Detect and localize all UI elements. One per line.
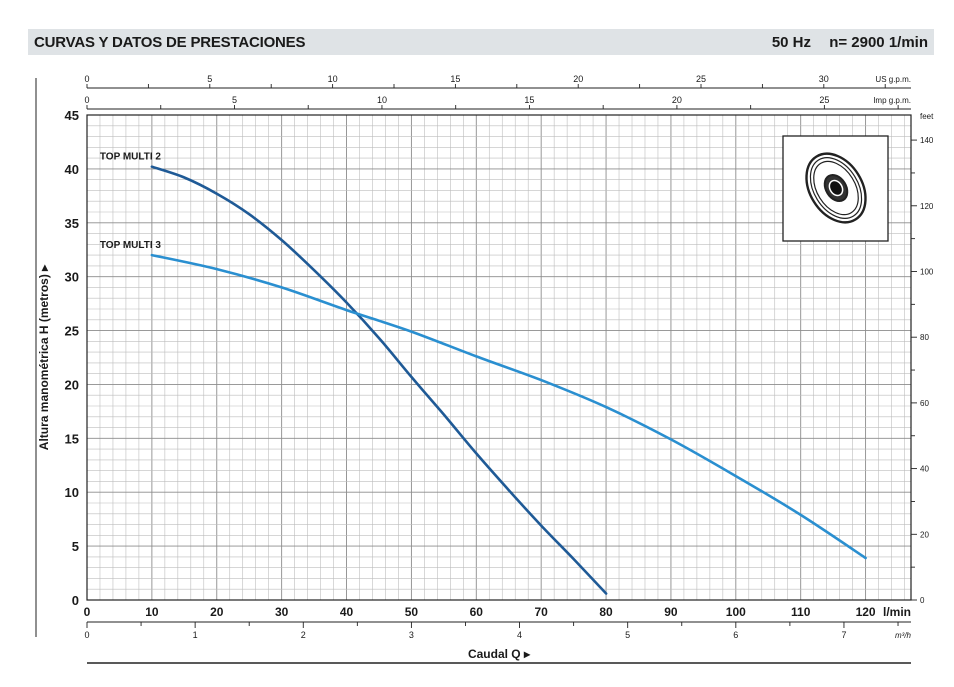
impeller-ring	[805, 152, 867, 224]
plot-frame	[86, 114, 912, 601]
imp-gpm-tick-label: 5	[232, 95, 237, 105]
feet-tick-label: 140	[920, 136, 934, 145]
series-line-1	[150, 165, 608, 595]
impeller-ring	[813, 160, 859, 216]
m3h-tick-label: 7	[841, 630, 846, 640]
operating-conditions: 50 Hz n= 2900 1/min	[758, 34, 928, 51]
pump-impeller-illustration	[805, 152, 867, 224]
impeller-ring	[809, 157, 863, 219]
feet-tick-label: 20	[920, 530, 929, 539]
us-gpm-tick-label: 15	[450, 74, 460, 84]
x-tick-label: 40	[340, 605, 354, 619]
y-tick-label: 40	[65, 162, 79, 177]
m3h-tick-label: 0	[84, 630, 89, 640]
series-label-1: TOP MULTI 2	[100, 152, 162, 163]
x-tick-label: 10	[145, 605, 159, 619]
series-label-2: TOP MULTI 3	[100, 240, 162, 251]
us-gpm-tick-label: 20	[573, 74, 583, 84]
x-tick-label: 0	[84, 605, 91, 619]
us-gpm-unit-label: US g.p.m.	[875, 75, 911, 84]
feet-tick-label: 100	[920, 267, 934, 276]
feet-tick-label: 60	[920, 399, 929, 408]
x-unit-label: l/min	[883, 605, 911, 619]
m3h-tick-label: 6	[733, 630, 738, 640]
x-tick-label: 80	[599, 605, 613, 619]
imp-gpm-unit-label: Imp g.p.m.	[873, 96, 911, 105]
us-gpm-tick-label: 5	[207, 74, 212, 84]
m3h-tick-label: 1	[193, 630, 198, 640]
x-tick-label: 20	[210, 605, 224, 619]
y-tick-label: 45	[65, 108, 79, 123]
m3h-tick-label: 3	[409, 630, 414, 640]
feet-tick-label: 120	[920, 202, 934, 211]
us-gpm-tick-label: 30	[819, 74, 829, 84]
us-gpm-tick-label: 10	[328, 74, 338, 84]
imp-gpm-tick-label: 15	[524, 95, 534, 105]
y-tick-label: 15	[65, 431, 79, 446]
x-axis-label: Caudal Q ▸	[468, 647, 531, 661]
x-tick-label: 30	[275, 605, 289, 619]
y-tick-label: 25	[65, 324, 79, 339]
us-gpm-tick-label: 25	[696, 74, 706, 84]
y-tick-label: 5	[72, 539, 79, 554]
series-line-2	[150, 253, 867, 560]
feet-tick-label: 40	[920, 465, 929, 474]
feet-unit-label: feet	[920, 112, 934, 121]
speed-label: n= 2900 1/min	[829, 34, 928, 51]
imp-gpm-tick-label: 0	[84, 95, 89, 105]
feet-tick-label: 0	[920, 596, 925, 605]
x-tick-label: 50	[405, 605, 419, 619]
y-axis-label: Altura manométrica H (metros) ▸	[37, 264, 51, 450]
imp-gpm-tick-label: 20	[672, 95, 682, 105]
x-tick-label: 100	[726, 605, 746, 619]
m3h-tick-label: 4	[517, 630, 522, 640]
imp-gpm-tick-label: 10	[377, 95, 387, 105]
impeller-ring	[828, 179, 844, 197]
y-tick-label: 0	[72, 593, 79, 608]
y-tick-label: 10	[65, 485, 79, 500]
m3h-tick-label: 2	[301, 630, 306, 640]
x-tick-label: 60	[470, 605, 484, 619]
chart-title: CURVAS Y DATOS DE PRESTACIONES	[34, 34, 306, 51]
title-bar: CURVAS Y DATOS DE PRESTACIONES 50 Hz n= …	[28, 29, 934, 55]
x-tick-label: 120	[856, 605, 876, 619]
y-tick-label: 20	[65, 377, 79, 392]
frequency-label: 50 Hz	[771, 34, 812, 51]
x-tick-label: 70	[534, 605, 548, 619]
m3h-tick-label: 5	[625, 630, 630, 640]
y-tick-label: 30	[65, 270, 79, 285]
feet-tick-label: 80	[920, 333, 929, 342]
m3h-unit-label: m³/h	[895, 631, 912, 640]
x-tick-label: 110	[791, 605, 811, 619]
imp-gpm-tick-label: 25	[819, 95, 829, 105]
us-gpm-tick-label: 0	[84, 74, 89, 84]
y-tick-label: 35	[65, 216, 79, 231]
x-tick-label: 90	[664, 605, 678, 619]
plot-area	[87, 115, 911, 600]
